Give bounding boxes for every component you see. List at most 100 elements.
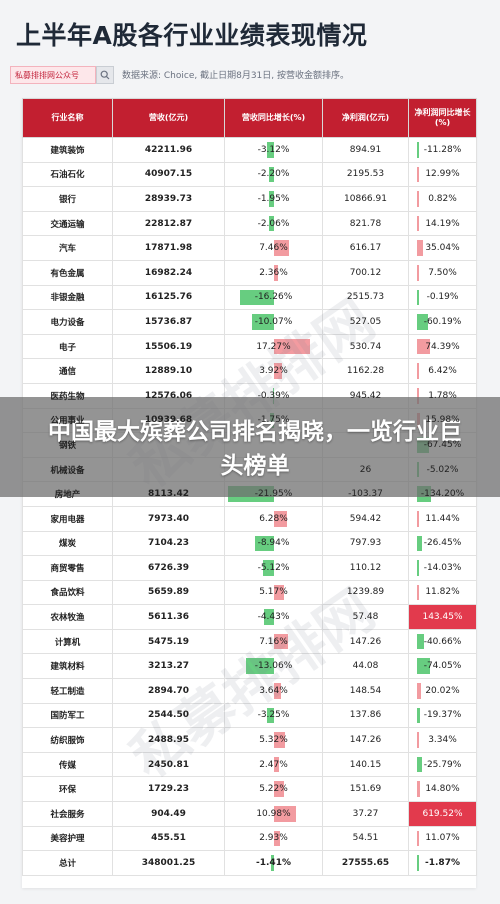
profit-growth-cell: 3.34% (408, 727, 477, 753)
industry-cell-text: 汽车 (58, 244, 76, 255)
revenue-growth-bar (273, 633, 289, 650)
industry-cell: 农林牧渔 (22, 604, 113, 630)
revenue-growth-cell-text: -16.26% (254, 292, 293, 303)
data-source-note: 数据来源: Choice, 截止日期8月31日, 按营收金额排序。 (122, 71, 349, 81)
profit-growth-bar (417, 338, 431, 355)
industry-cell: 电子 (22, 333, 113, 360)
profit-growth-cell-text: -1.87% (425, 858, 460, 869)
profit-cell-text: 57.48 (352, 612, 379, 623)
profit-cell: 894.91 (322, 137, 409, 163)
industry-cell: 国防军工 (22, 702, 113, 729)
revenue-growth-cell: -5.12% (224, 555, 323, 581)
revenue-cell-text: 5659.89 (148, 587, 189, 598)
industry-cell: 银行 (22, 186, 113, 212)
profit-cell-text: 140.15 (349, 759, 382, 770)
revenue-growth-cell: 3.64% (224, 678, 323, 704)
revenue-growth-bar (266, 142, 274, 158)
revenue-growth-cell-text: 5.17% (259, 587, 288, 598)
industry-cell-text: 煤炭 (58, 539, 76, 550)
profit-growth-cell: -1.87% (408, 850, 477, 876)
industry-cell-text: 国防军工 (50, 711, 85, 722)
table-row: 轻工制造 2894.70 3.64% 148.54 20.02% (22, 678, 477, 704)
revenue-growth-cell-text: -21.95% (254, 489, 293, 500)
profit-growth-cell-text: 74.39% (425, 341, 460, 352)
revenue-growth-cell: 5.17% (224, 579, 323, 606)
profit-growth-cell-text: -67.45% (423, 439, 462, 450)
revenue-cell-text: 5475.19 (148, 636, 189, 647)
industry-cell: 非银金融 (22, 284, 113, 311)
profit-growth-bar (417, 732, 419, 748)
industry-cell: 纺织服饰 (22, 727, 113, 753)
table-row: 传媒 2450.81 2.47% 140.15 -25.79% (22, 751, 477, 778)
revenue-growth-cell: -3.12% (224, 137, 323, 163)
profit-growth-bar (417, 191, 419, 207)
revenue-cell: 28939.73 (112, 186, 225, 212)
industry-cell-text: 环保 (58, 785, 76, 796)
revenue-growth-cell: -1.41% (224, 850, 323, 876)
revenue-growth-cell: -13.06% (224, 653, 323, 680)
industry-cell: 通信 (22, 358, 113, 384)
revenue-growth-cell: 2.93% (224, 825, 323, 852)
table-header-row: 行业名称 营收(亿元) 营收同比增长(%) 净利润(亿元) 净利润同比增长(%) (22, 98, 477, 138)
profit-cell-text: 527.05 (349, 316, 382, 327)
profit-cell: 527.05 (322, 309, 409, 335)
industry-cell-text: 家用电器 (50, 514, 85, 525)
table-row: 非银金融 16125.76 -16.26% 2515.73 -0.19% (22, 284, 477, 311)
revenue-growth-cell: -8.94% (224, 530, 323, 557)
industry-cell: 煤炭 (22, 530, 113, 557)
revenue-growth-bar (269, 215, 274, 232)
search-button[interactable] (96, 66, 114, 84)
revenue-growth-bar (273, 781, 285, 798)
profit-growth-cell: 14.19% (408, 210, 477, 237)
revenue-growth-bar (273, 683, 282, 699)
profit-growth-cell-text: -40.66% (423, 636, 462, 647)
industry-cell-text: 通信 (58, 367, 76, 378)
industry-cell-text: 传媒 (58, 760, 76, 771)
industry-cell-text: 医药生物 (50, 391, 85, 402)
profit-growth-cell-text: 14.80% (425, 784, 460, 795)
profit-growth-bar (417, 240, 424, 256)
page-title: 上半年A股各行业业绩表现情况 (16, 21, 368, 50)
profit-cell: 148.54 (322, 678, 409, 704)
industry-cell: 环保 (22, 776, 113, 803)
profit-growth-cell-text: -25.79% (423, 759, 462, 770)
revenue-growth-cell-text: -2.20% (257, 169, 290, 180)
profit-cell-text: 700.12 (349, 267, 382, 278)
profit-growth-bar (417, 535, 422, 552)
revenue-growth-cell-text: -3.25% (257, 710, 290, 721)
revenue-growth-bar (272, 387, 274, 404)
table-row: 交通运输 22812.87 -2.06% 821.78 14.19% (22, 210, 477, 237)
profit-growth-cell: -11.28% (408, 137, 477, 163)
revenue-growth-bar (262, 560, 274, 576)
profit-growth-cell: -26.45% (408, 530, 477, 557)
revenue-growth-bar (254, 535, 274, 552)
revenue-growth-bar (273, 584, 285, 601)
revenue-cell-text: 3213.27 (148, 661, 189, 672)
revenue-cell: 6726.39 (112, 555, 225, 581)
profit-cell-text: 945.42 (349, 390, 382, 401)
revenue-growth-cell: -3.25% (224, 702, 323, 729)
industry-cell-text: 商贸零售 (50, 563, 85, 574)
headline-overlay: 中国最大殡葬公司排名揭晓，一览行业巨头榜单 (0, 397, 500, 497)
profit-growth-cell-text: 35.04% (425, 243, 460, 254)
revenue-cell: 2894.70 (112, 678, 225, 704)
industry-cell: 有色金属 (22, 259, 113, 286)
revenue-cell: 348001.25 (112, 850, 225, 876)
profit-growth-bar (417, 363, 419, 379)
industry-cell: 石油石化 (22, 161, 113, 188)
profit-growth-bar (417, 584, 420, 601)
revenue-growth-cell: 7.46% (224, 235, 323, 261)
profit-cell-text: 2515.73 (346, 292, 385, 303)
profit-cell-text: 821.78 (349, 218, 382, 229)
industry-cell: 美容护理 (22, 825, 113, 852)
table-row: 建筑装饰 42211.96 -3.12% 894.91 -11.28% (22, 137, 477, 163)
revenue-cell-text: 42211.96 (144, 144, 193, 155)
industry-cell-text: 房地产 (54, 490, 81, 501)
revenue-growth-cell-text: 10.98% (256, 808, 291, 819)
profit-growth-cell: 6.42% (408, 358, 477, 384)
profit-growth-bar (417, 264, 419, 281)
table-row: 社会服务 904.49 10.98% 37.27 619.52% (22, 801, 477, 827)
header-revenue: 营收(亿元) (112, 98, 225, 138)
profit-growth-cell-text: -134.20% (420, 489, 465, 500)
revenue-growth-cell: 3.92% (224, 358, 323, 384)
